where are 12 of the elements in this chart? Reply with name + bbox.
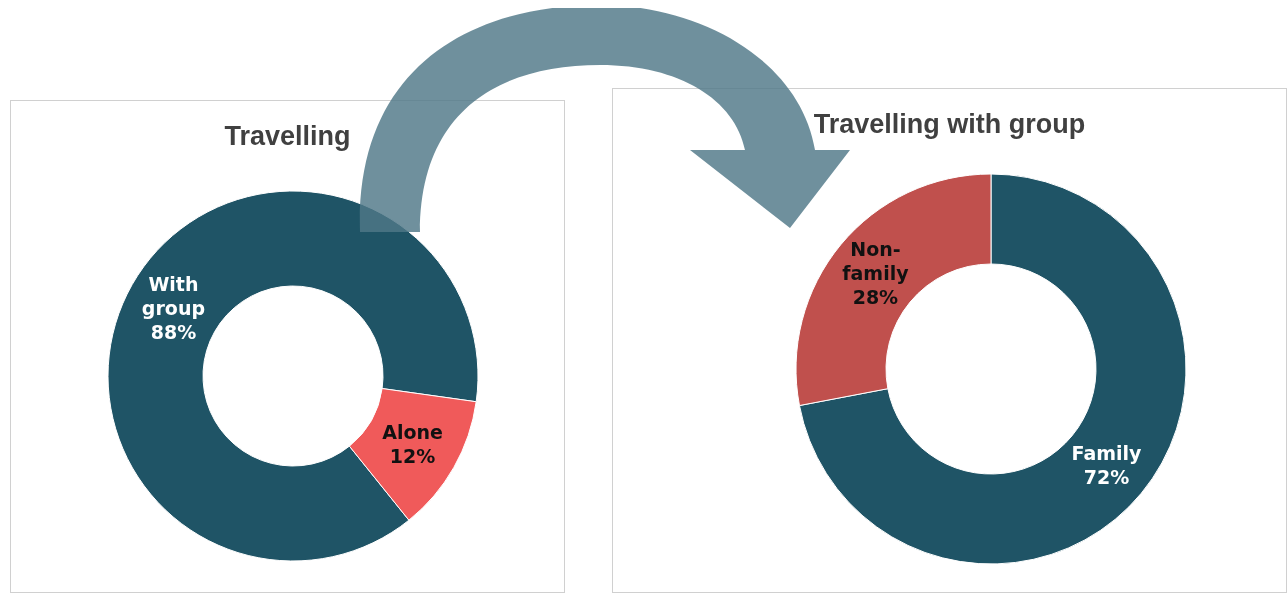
slice-label: With group xyxy=(141,273,206,320)
chart-title: Travelling xyxy=(223,121,352,152)
donut-slice xyxy=(798,173,1187,565)
data-label: 28% xyxy=(852,286,899,309)
data-label: 72% xyxy=(1083,465,1130,488)
slice-label: Non-family xyxy=(842,238,910,285)
donut-slice xyxy=(107,190,479,562)
slice-label: Alone xyxy=(382,420,443,443)
chart-title: Travelling with group xyxy=(812,109,1087,140)
data-label: 88% xyxy=(150,321,197,344)
data-label: 12% xyxy=(389,444,436,467)
slice-label: Family xyxy=(1071,441,1143,464)
